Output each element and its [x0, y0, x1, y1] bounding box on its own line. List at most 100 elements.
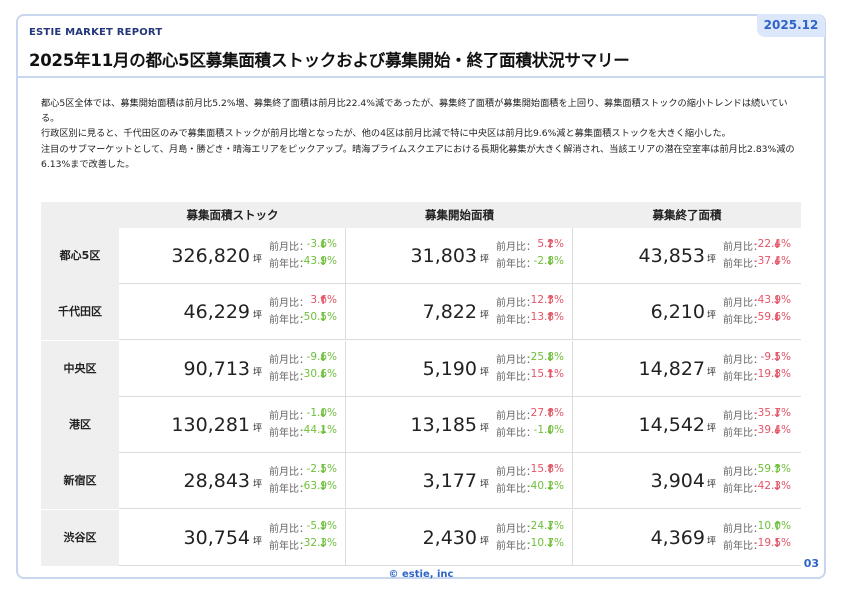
mom-change: 前月比： ↓ -9.5% — [723, 349, 791, 368]
change-label: 前月比： — [269, 354, 309, 366]
table-cell: 5,190 坪前月比： ↓ -25.8% 前年比： ↑ 15.1% — [346, 340, 573, 397]
mom-change: 前月比： ↓ -1.0% — [269, 406, 337, 424]
arrow-down-icon: ↓ — [318, 310, 329, 325]
unit-tsubo: 坪 — [707, 311, 717, 322]
area-value: 46,229 — [183, 301, 250, 324]
mom-change: 前月比： ↓ -2.5% — [269, 462, 337, 480]
row-header-area: 都心5区 — [41, 228, 119, 284]
mom-change: 前月比： ↓ -35.7% — [723, 406, 791, 424]
mom-change: 前月比： ↓ -3.6% — [269, 237, 337, 255]
unit-tsubo: 坪 — [707, 255, 717, 265]
arrow-down-icon: ↓ — [772, 254, 783, 268]
change-label: 前月比： — [269, 298, 309, 310]
table-cell: 14,542 坪前月比： ↓ -35.7% 前年比： ↓ -39.4% — [573, 397, 801, 453]
unit-tsubo: 坪 — [480, 255, 490, 265]
yoy-change: 前年比： ↓ -19.8% — [723, 367, 791, 385]
change-value: -9.6% — [306, 350, 337, 363]
mom-change: 前月比： ↓ -24.7% — [496, 518, 564, 537]
change-label: 前年比： — [723, 427, 763, 439]
arrow-down-icon: ↓ — [545, 518, 556, 533]
area-value: 28,843 — [183, 470, 250, 493]
area-value: 326,820 — [171, 245, 250, 267]
column-header-start: 募集開始面積 — [425, 208, 494, 222]
change-label: 前月比： — [496, 298, 536, 310]
area-value: 43,853 — [638, 245, 705, 267]
summary-paragraph: 行政区別に見ると、千代田区のみで募集面積ストックが前月比増となったが、他の4区は… — [41, 128, 731, 140]
row-header-area: 中央区 — [41, 340, 119, 397]
page-frame — [16, 14, 826, 579]
area-value: 30,754 — [183, 526, 250, 549]
unit-tsubo: 坪 — [253, 367, 263, 378]
unit-tsubo: 坪 — [253, 311, 263, 322]
change-label: 前月比： — [723, 523, 763, 535]
arrow-up-icon: ↑ — [545, 462, 556, 477]
area-value: 3,904 — [650, 470, 705, 493]
table-header: 募集面積ストック 募集開始面積 募集終了面積 — [41, 202, 801, 228]
unit-tsubo: 坪 — [707, 367, 717, 378]
table-cell: 7,822 坪前月比： ↑ 12.3% 前年比： ↑ 13.8% — [346, 284, 573, 341]
row-header-area: 渋谷区 — [41, 509, 119, 566]
change-value: 12.3% — [530, 294, 564, 307]
arrow-down-icon: ↓ — [318, 462, 329, 477]
row-header-area: 新宿区 — [41, 453, 119, 510]
mom-change: 前月比： ↑ 10.0% — [723, 519, 791, 537]
table-cell: 28,843 坪前月比： ↓ -2.5% 前年比： ↓ -63.9% — [119, 453, 346, 510]
change-value: -35.7% — [753, 406, 791, 419]
yoy-change: 前年比： ↓ -50.5% — [269, 310, 337, 328]
change-label: 前年比： — [496, 371, 536, 383]
change-label: 前月比： — [269, 523, 309, 535]
change-value: -1.0% — [533, 423, 564, 436]
summary-paragraph: 注目のサブマーケットとして、月島・勝どき・晴海エリアをピックアップ。晴海プライム… — [41, 143, 795, 170]
arrow-down-icon: ↓ — [545, 349, 556, 364]
arrow-down-icon: ↓ — [545, 254, 556, 268]
yoy-change: 前年比： ↓ -43.9% — [269, 254, 337, 272]
unit-tsubo: 坪 — [253, 480, 263, 491]
change-value: 13.8% — [530, 311, 564, 324]
change-value: -32.3% — [299, 536, 337, 549]
arrow-down-icon: ↓ — [772, 349, 783, 364]
yoy-change: 前年比： ↓ -30.6% — [269, 367, 337, 385]
yoy-change: 前年比： ↓ -32.3% — [269, 536, 337, 554]
stock-summary-table: 募集面積ストック 募集開始面積 募集終了面積 都心5区 326,820 坪前月比： ↓… — [41, 202, 801, 566]
mom-change: 前月比： ↓ -9.6% — [269, 350, 337, 368]
table-cell: 43,853 坪前月比： ↓ -22.4% 前年比： ↓ -37.4% — [573, 228, 801, 284]
mom-change: 前月比： ↑ 12.3% — [496, 293, 564, 311]
change-value: -59.6% — [753, 311, 791, 324]
arrow-up-icon: ↑ — [545, 237, 556, 251]
area-value: 4,369 — [650, 526, 705, 549]
change-value: 3.6% — [310, 294, 337, 307]
yoy-change: 前年比： ↑ 15.1% — [496, 367, 564, 385]
arrow-down-icon: ↓ — [545, 535, 556, 550]
mom-change: 前月比： ↓ -22.4% — [723, 237, 791, 255]
change-label: 前年比： — [269, 427, 309, 439]
row-header-area: 千代田区 — [41, 284, 119, 341]
arrow-down-icon: ↓ — [318, 237, 329, 251]
change-value: 10.0% — [757, 519, 791, 532]
change-value: -30.6% — [299, 367, 337, 380]
change-label: 前年比： — [496, 540, 536, 552]
change-value: 15.1% — [530, 367, 564, 380]
table-cell: 46,229 坪前月比： ↑ 3.6% 前年比： ↓ -50.5% — [119, 284, 346, 341]
summary-text: 都心5区全体では、募集開始面積は前月比5.2%増、募集終了面積は前月比22.4%… — [41, 96, 803, 172]
brand-label: ESTIE MARKET REPORT — [29, 27, 163, 38]
area-value: 31,803 — [410, 245, 477, 267]
change-value: -37.4% — [753, 255, 791, 267]
table-cell: 3,177 坪前月比： ↑ 15.8% 前年比： ↓ -40.2% — [346, 453, 573, 510]
change-value: -19.5% — [753, 536, 791, 549]
change-value: -10.7% — [526, 536, 564, 549]
change-value: -25.8% — [526, 350, 564, 363]
table-cell: 90,713 坪前月比： ↓ -9.6% 前年比： ↓ -30.6% — [119, 340, 346, 397]
change-value: -19.8% — [753, 367, 791, 380]
change-label: 前月比： — [269, 242, 309, 253]
arrow-down-icon: ↓ — [318, 254, 329, 268]
mom-change: 前月比： ↑ 15.8% — [496, 462, 564, 480]
area-value: 3,177 — [422, 470, 477, 493]
copyright: © estie, inc — [388, 569, 454, 580]
change-value: 5.2% — [537, 238, 564, 250]
table-row: 港区 130,281 坪前月比： ↓ -1.0% 前年比： ↓ -44.1% 13,185 坪前月… — [41, 396, 801, 453]
table-cell: 2,430 坪前月比： ↓ -24.7% 前年比： ↓ -10.7% — [346, 509, 573, 566]
change-label: 前月比： — [723, 298, 763, 310]
table-cell: 130,281 坪前月比： ↓ -1.0% 前年比： ↓ -44.1% — [119, 396, 346, 453]
mom-change: 前月比： ↑ 27.8% — [496, 406, 564, 424]
table-row: 千代田区 46,229 坪前月比： ↑ 3.6% 前年比： ↓ -50.5% 7,822 坪前月比… — [41, 284, 801, 341]
